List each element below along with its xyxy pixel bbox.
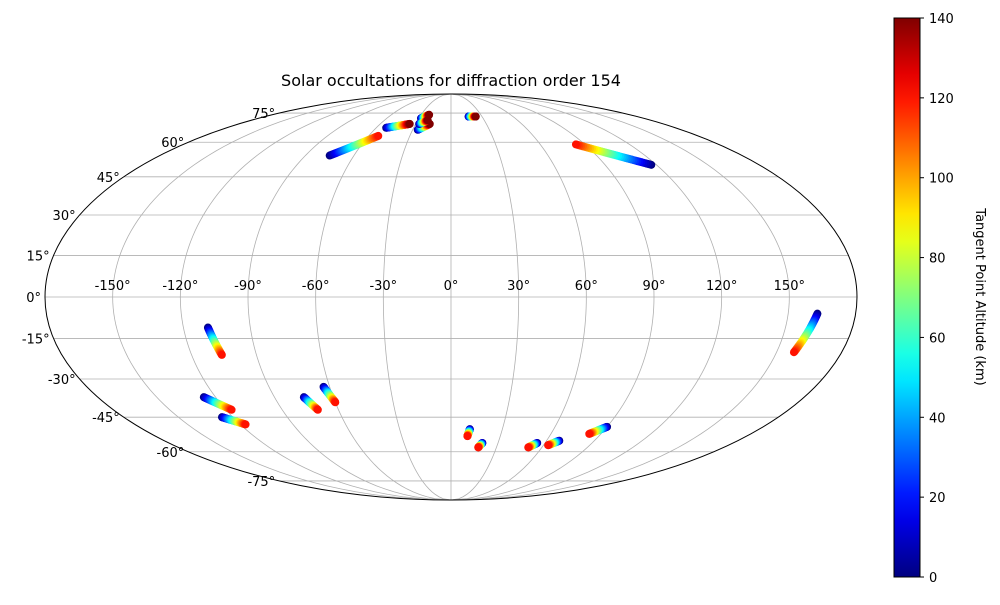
y-tick-label: 45° xyxy=(97,171,120,186)
occultation-track xyxy=(524,438,542,452)
data-point xyxy=(241,420,250,429)
y-tick-label: -45° xyxy=(92,411,120,426)
occultation-track xyxy=(571,140,656,169)
chart-title: Solar occultations for diffraction order… xyxy=(281,71,621,90)
occultation-track xyxy=(789,309,822,357)
y-tick-label: -60° xyxy=(157,446,185,461)
data-point xyxy=(471,112,480,121)
colorbar-tick-label: 0 xyxy=(929,571,937,586)
occultation-track xyxy=(585,422,612,438)
data-point xyxy=(423,116,432,125)
data-point xyxy=(227,405,236,414)
y-tick-label: -30° xyxy=(48,373,76,388)
data-point xyxy=(217,350,226,359)
y-tick-label: 60° xyxy=(161,136,184,151)
data-point xyxy=(463,432,472,441)
occultation-track xyxy=(464,112,480,121)
data-point xyxy=(585,429,594,438)
colorbar-tick-label: 100 xyxy=(929,172,954,187)
y-tick-label: 15° xyxy=(27,249,50,264)
y-tick-label: 0° xyxy=(26,291,41,306)
x-tick-label: 90° xyxy=(642,279,665,294)
data-point xyxy=(474,443,483,452)
x-tick-label: -90° xyxy=(234,279,262,294)
occultation-track xyxy=(217,413,250,429)
y-tick-label: -15° xyxy=(22,333,50,348)
x-tick-label: 60° xyxy=(575,279,598,294)
tick-labels: -150° -120° -90° -60° -30° 0° 30° 60° 90° 120° 150… xyxy=(22,107,805,490)
data-point xyxy=(571,140,580,149)
occultation-track xyxy=(463,425,474,441)
colorbar-tick-label: 140 xyxy=(929,12,954,27)
occultation-track xyxy=(474,438,487,452)
x-tick-label: -120° xyxy=(162,279,198,294)
data-point xyxy=(524,443,533,452)
data-point xyxy=(331,398,340,407)
data-point xyxy=(374,131,383,140)
y-tick-label: -75° xyxy=(247,475,275,490)
grid-meridian xyxy=(382,94,452,500)
data-point xyxy=(405,119,414,128)
occultation-track xyxy=(382,119,414,132)
colorbar: 0 20 40 60 80 100 120 140 Tangent Point Altitud… xyxy=(893,12,987,586)
colorbar-tick-label: 80 xyxy=(929,252,946,267)
occultation-track xyxy=(199,393,236,414)
colorbar-tick-label: 60 xyxy=(929,331,946,346)
occultation-track xyxy=(415,116,432,128)
grid-meridian xyxy=(450,94,587,500)
grid-meridian xyxy=(179,94,452,500)
x-tick-label: 30° xyxy=(507,279,530,294)
grid-meridian xyxy=(450,94,520,500)
occultation-points xyxy=(199,110,822,452)
grid-meridian xyxy=(247,94,452,500)
y-tick-label: 30° xyxy=(53,209,76,224)
grid-meridian xyxy=(112,94,452,500)
occultation-track xyxy=(544,436,564,450)
data-point xyxy=(544,441,553,450)
map-boundary xyxy=(44,93,858,501)
colorbar-tick-label: 20 xyxy=(929,491,946,506)
x-tick-label: 120° xyxy=(706,279,737,294)
colorbar-label: Tangent Point Altitude (km) xyxy=(972,207,987,385)
x-tick-label: -60° xyxy=(302,279,330,294)
x-tick-label: 150° xyxy=(774,279,805,294)
colorbar-gradient xyxy=(893,17,921,578)
colorbar-ticks: 0 20 40 60 80 100 120 140 xyxy=(920,12,954,586)
x-tick-label: -150° xyxy=(95,279,131,294)
grid-meridian xyxy=(450,94,723,500)
x-tick-label: -30° xyxy=(369,279,397,294)
y-tick-label: 75° xyxy=(252,107,275,122)
occultation-track xyxy=(203,323,226,359)
colorbar-tick-label: 120 xyxy=(929,92,954,107)
occultation-track xyxy=(325,131,383,160)
occultation-track xyxy=(319,382,340,407)
data-point xyxy=(313,405,322,414)
grid-meridian xyxy=(450,94,790,500)
graticule xyxy=(45,94,857,500)
occultation-track xyxy=(299,393,322,414)
data-point xyxy=(789,348,798,357)
x-tick-label: 0° xyxy=(444,279,459,294)
colorbar-tick-label: 40 xyxy=(929,411,946,426)
